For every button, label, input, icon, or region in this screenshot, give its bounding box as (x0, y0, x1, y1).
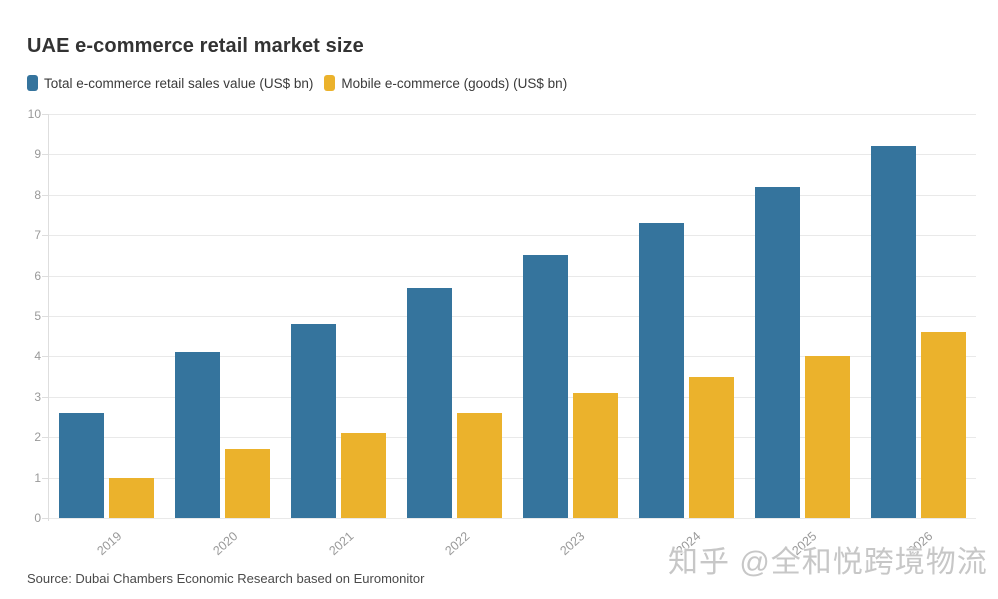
y-axis-line (48, 114, 49, 521)
bar-total-2024 (638, 223, 684, 518)
gridline-3 (49, 396, 976, 398)
bar-total-2026 (870, 146, 916, 518)
x-axis-label-2022: 2022 (441, 529, 472, 559)
bar-total-2019 (59, 413, 105, 518)
x-axis-label-2019: 2019 (94, 529, 125, 559)
y-axis-tick-7 (42, 235, 49, 237)
y-axis-label-6: 6 (34, 268, 41, 283)
gridline-10 (49, 114, 976, 115)
y-axis-tick-10 (42, 114, 49, 115)
gridline-8 (49, 194, 976, 196)
gridline-9 (49, 154, 976, 156)
chart-title: UAE e-commerce retail market size (27, 35, 364, 57)
legend-item-mobile: Mobile e-commerce (goods) (US$ bn) (324, 75, 567, 91)
gridline-0 (49, 518, 976, 519)
y-axis-tick-0 (42, 518, 49, 519)
legend-item-total: Total e-commerce retail sales value (US$… (27, 75, 313, 91)
bar-mobile-2023 (572, 392, 618, 518)
y-axis-label-3: 3 (34, 389, 41, 404)
y-axis-tick-6 (42, 275, 49, 277)
y-axis-tick-2 (42, 437, 49, 439)
bar-mobile-2024 (688, 376, 734, 518)
y-axis-tick-9 (42, 154, 49, 156)
legend-item-label: Mobile e-commerce (goods) (US$ bn) (341, 75, 568, 91)
bar-mobile-2019 (109, 477, 155, 518)
y-axis-label-0: 0 (34, 511, 41, 525)
bar-mobile-2025 (804, 356, 850, 518)
legend-swatch-icon (324, 75, 336, 91)
bar-total-2023 (522, 255, 568, 518)
bar-total-2022 (407, 287, 453, 518)
watermark: 知乎 @全和悦跨境物流 (668, 546, 988, 579)
bar-mobile-2022 (457, 413, 503, 518)
gridline-7 (49, 235, 976, 237)
y-axis-label-10: 10 (27, 107, 41, 121)
plot-area: 0 1 2 3 4 5 6 7 8 9 10 2019 2020 2021 2022 2023 2024 2025… (28, 107, 976, 558)
bar-group-2024 (628, 114, 744, 518)
gridline-6 (49, 275, 976, 277)
bar-total-2025 (754, 186, 800, 518)
legend-item-label: Total e-commerce retail sales value (US$… (44, 75, 314, 91)
bar-total-2020 (175, 352, 221, 518)
y-axis-tick-8 (42, 194, 49, 196)
legend-swatch-icon (27, 75, 38, 91)
bar-group-2023 (513, 114, 629, 518)
y-axis-label-8: 8 (34, 187, 41, 202)
gridline-1 (49, 477, 976, 479)
bar-total-2021 (291, 324, 337, 518)
y-axis-tick-4 (42, 356, 49, 358)
y-axis-label-7: 7 (34, 228, 41, 243)
y-axis-label-2: 2 (34, 430, 41, 445)
bar-group-2025 (744, 114, 860, 518)
y-axis-label-5: 5 (34, 309, 41, 323)
bar-mobile-2021 (341, 433, 387, 518)
bar-mobile-2026 (920, 332, 966, 518)
gridline-5 (49, 316, 976, 317)
bar-group-2026 (860, 114, 976, 518)
gridline-2 (49, 437, 976, 439)
x-axis-label-2023: 2023 (557, 529, 588, 559)
y-axis-tick-1 (42, 477, 49, 479)
bar-group-2020 (165, 114, 281, 518)
y-axis-tick-5 (42, 316, 49, 317)
bar-group-2021 (281, 114, 397, 518)
source-note: Source: Dubai Chambers Economic Research… (27, 571, 425, 586)
chart-legend: Total e-commerce retail sales value (US$… (27, 75, 567, 91)
y-axis-label-4: 4 (34, 349, 41, 364)
y-axis-label-9: 9 (34, 147, 41, 162)
bar-mobile-2020 (225, 449, 271, 518)
bar-group-2022 (397, 114, 513, 518)
x-axis-label-2020: 2020 (210, 529, 241, 559)
y-axis-tick-3 (42, 396, 49, 398)
x-axis-label-2021: 2021 (326, 529, 357, 559)
gridline-4 (49, 356, 976, 358)
y-axis-label-1: 1 (34, 470, 41, 485)
bar-group-2019 (49, 114, 165, 518)
